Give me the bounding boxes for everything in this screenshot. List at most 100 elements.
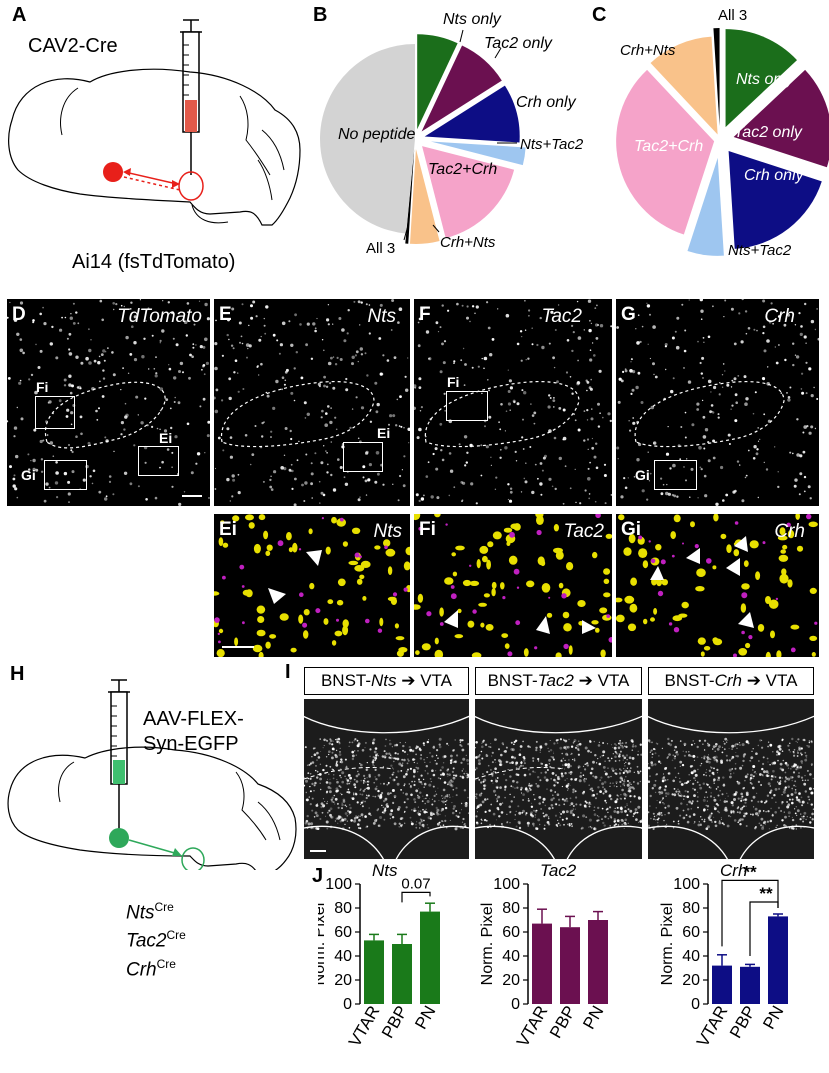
panel-letter-c: C	[592, 4, 607, 26]
panel-letter-b: B	[313, 4, 328, 26]
panel-letter-f: F	[419, 304, 431, 325]
virus-label: CAV2-Cre	[28, 35, 118, 57]
bnst-injection-dot	[103, 162, 123, 182]
cre-line-tac2: Tac2Cre	[126, 928, 186, 952]
inset-gi-title: Crh	[774, 521, 805, 542]
panel-letter-d: D	[12, 304, 26, 325]
y-tick-label: 100	[673, 876, 700, 893]
pie-c-slice-2	[728, 151, 822, 249]
pie-c-label-nts-tac2: Nts+Tac2	[728, 242, 792, 259]
pie-b-slice-4	[422, 146, 515, 239]
inset-micrograph-fi: Fi Tac2	[414, 514, 612, 657]
panel-i-title-crh: BNST-Crh ➔ VTA	[648, 667, 814, 695]
y-tick-label: 100	[325, 876, 352, 893]
pie-c-slices	[616, 28, 829, 256]
x-tick-label: PN	[579, 1003, 607, 1033]
bar-vtar	[364, 940, 384, 1004]
inset-micrograph-ei: Ei Nts	[214, 514, 410, 657]
fiber-micrograph-crh	[648, 699, 814, 859]
vta-target-circle	[181, 847, 205, 870]
y-tick-label: 40	[502, 948, 520, 965]
panel-letter-h: H	[10, 663, 25, 685]
fiber-micrograph-tac2	[475, 699, 642, 859]
inset-letter-gi: Gi	[621, 519, 642, 540]
inset-label-ei: Ei	[377, 425, 391, 441]
y-tick-label: 0	[343, 996, 352, 1013]
micrograph-f-title: Tac2	[541, 306, 583, 327]
x-tick-label: PBP	[546, 1003, 579, 1042]
y-tick-label: 60	[682, 924, 700, 941]
pie-c-label-tac2-crh: Tac2+Crh	[634, 138, 703, 155]
micrograph-f: F Tac2 Fi	[414, 299, 612, 506]
y-tick-label: 60	[334, 924, 352, 941]
pie-chart-b: Nts only Tac2 only Crh only Nts+Tac2 Tac…	[319, 11, 584, 257]
y-tick-label: 20	[502, 972, 520, 989]
y-tick-label: 0	[511, 996, 520, 1013]
micrograph-d-title: TdTomato	[117, 306, 202, 327]
pie-c-slice-5	[650, 36, 718, 135]
bar-pn	[588, 920, 608, 1004]
bar-chart-title: Nts	[372, 862, 398, 880]
bar-pbp	[560, 927, 580, 1004]
pie-c-label-tac2-only: Tac2 only	[734, 124, 803, 141]
cre-line-nts: NtsCre	[126, 900, 174, 924]
pie-b-slice-7	[319, 44, 415, 234]
pie-b-slice-1	[421, 45, 502, 132]
pie-b-slice-3	[430, 141, 526, 166]
bar-vtar	[712, 965, 732, 1004]
y-tick-label: 100	[493, 876, 520, 893]
pie-b-slice-0	[417, 34, 458, 130]
panel-letter-e: E	[219, 304, 232, 325]
fiber-micrograph-nts	[304, 699, 469, 859]
pie-b-label-crh-only: Crh only	[516, 94, 577, 111]
inset-box-fi	[35, 396, 75, 429]
cre-line-crh: CrhCre	[126, 956, 176, 980]
significance-label: **	[743, 862, 757, 881]
brain-schematic-h	[7, 679, 297, 870]
pie-b-slices	[319, 34, 526, 244]
significance-label: 0.07	[401, 875, 430, 892]
pie-c-slice-1	[733, 69, 829, 168]
virus-line2: Syn-EGFP	[143, 733, 239, 755]
y-tick-label: 20	[334, 972, 352, 989]
vta-target-circle	[178, 171, 204, 201]
inset-box-ei	[343, 442, 383, 472]
bar-chart-title: Tac2	[540, 862, 577, 880]
bar-vtar	[532, 923, 552, 1004]
panel-i-title-tac2: BNST-Tac2 ➔ VTA	[475, 667, 642, 695]
pie-c-slice-3	[687, 157, 724, 256]
inset-box-gi	[44, 460, 87, 490]
mouse-line-label: Ai14 (fsTdTomato)	[72, 251, 236, 273]
pie-b-label-tac2-crh: Tac2+Crh	[428, 161, 497, 178]
y-tick-label: 0	[691, 996, 700, 1013]
pie-b-slice-6	[405, 148, 415, 244]
bnst-injection-dot	[109, 828, 129, 848]
virus-line1: AAV-FLEX-	[143, 708, 244, 730]
pie-c-slice-6	[713, 28, 720, 127]
panel-letter-i: I	[285, 661, 291, 683]
inset-micrograph-gi: Gi Crh	[616, 514, 819, 657]
inset-label-fi: Fi	[447, 374, 460, 390]
bar-pn	[420, 911, 440, 1004]
brain-schematic-a	[8, 19, 301, 226]
inset-letter-fi: Fi	[419, 519, 436, 540]
y-tick-label: 40	[682, 948, 700, 965]
y-axis-label: Norm. Pixel	[318, 903, 328, 986]
micrograph-e: E Nts Ei	[214, 299, 410, 506]
y-tick-label: 60	[502, 924, 520, 941]
inset-label-fi: Fi	[36, 379, 49, 395]
significance-bracket	[401, 891, 431, 903]
pie-c-label-crh-nts: Crh+Nts	[620, 42, 676, 59]
inset-box-fi	[446, 391, 488, 421]
micrograph-e-title: Nts	[367, 306, 397, 327]
inset-label-ei: Ei	[159, 430, 173, 446]
pie-c-slice-4	[616, 69, 715, 235]
bar-pbp	[392, 944, 412, 1004]
pie-c-slice-0	[725, 29, 797, 128]
inset-box-gi	[654, 460, 697, 490]
pie-chart-c: All 3 Crh+Nts Nts only Tac2 only Tac2+Cr…	[616, 7, 829, 259]
